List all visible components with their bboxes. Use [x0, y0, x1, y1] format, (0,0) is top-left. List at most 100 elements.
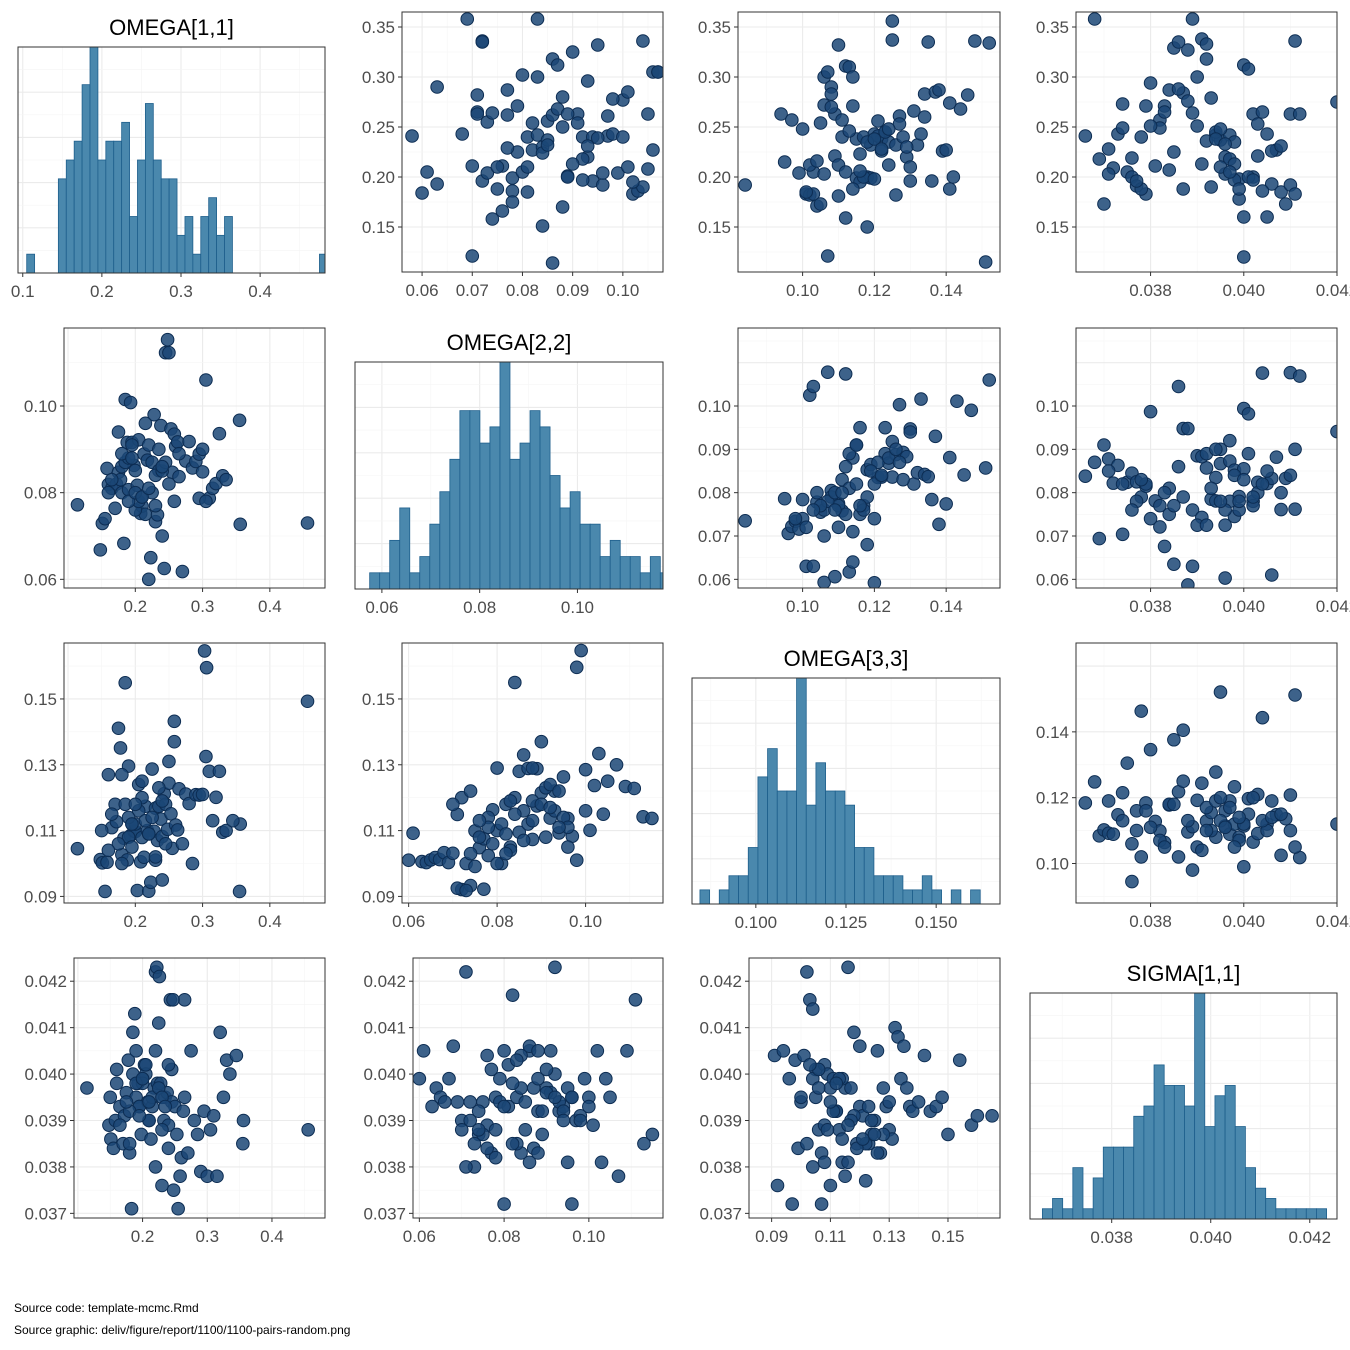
x-tick-label: 0.100 [735, 913, 778, 932]
scatter-point [831, 189, 846, 203]
histogram-bar [129, 216, 138, 273]
scatter-point [1171, 82, 1186, 96]
scatter-point [236, 1113, 251, 1128]
scatter-point [1157, 539, 1172, 554]
scatter-point [170, 823, 185, 837]
scatter-point [907, 104, 921, 118]
histogram-bar [208, 197, 218, 273]
scatter-point [177, 1090, 192, 1105]
panel-plot-area [74, 958, 325, 1218]
x-tick-label: 0.2 [131, 1227, 155, 1246]
x-tick-label: 0.08 [488, 1227, 521, 1246]
scatter-point [860, 537, 875, 552]
scatter-point [555, 200, 570, 214]
scatter-point [942, 96, 957, 110]
scatter-point [928, 429, 943, 444]
scatter-point [125, 438, 139, 452]
scatter-point [637, 1136, 651, 1151]
scatter-point [970, 1109, 985, 1123]
scatter-point [841, 960, 855, 975]
y-tick-label: 0.35 [1036, 18, 1069, 37]
panel-border [737, 327, 1001, 589]
scatter-point [838, 211, 853, 225]
scatter-point [985, 1109, 999, 1123]
histogram-bar [1204, 1126, 1216, 1219]
scatter-point [1246, 790, 1260, 805]
scatter-point [785, 113, 799, 127]
histogram-bar [489, 426, 501, 589]
scatter-point [932, 517, 946, 532]
histogram-bar [529, 410, 541, 589]
scatter-point [855, 1132, 870, 1146]
histogram-bar [459, 410, 471, 589]
scatter-point [813, 197, 828, 211]
scatter-point [770, 1178, 785, 1193]
panel-background [749, 958, 1000, 1218]
scatter-point [586, 1118, 600, 1132]
scatter-point [555, 120, 570, 134]
scatter-point [939, 143, 953, 157]
scatter-point [531, 1071, 545, 1086]
scatter-point [1232, 494, 1246, 509]
scatter-point [1232, 182, 1246, 196]
scatter-point [148, 1160, 163, 1174]
scatter-point [137, 850, 151, 865]
scatter-point [917, 1048, 932, 1063]
scatter-point [499, 827, 513, 841]
scatter-point [216, 1090, 231, 1105]
y-tick-label: 0.039 [24, 1112, 67, 1131]
scatter-point [406, 826, 420, 841]
scatter-point [481, 848, 496, 863]
scatter-point [587, 778, 602, 793]
scatter-point [897, 1039, 911, 1054]
y-tick-label: 0.20 [1036, 168, 1069, 187]
scatter-point [810, 485, 824, 500]
scatter-point [497, 1099, 511, 1114]
scatter-point [820, 1122, 835, 1137]
panel-scatter-omega22-omega11: 0.06 0.08 0.10 0.2 0.3 0.4 [24, 327, 326, 616]
histogram-bar [449, 458, 461, 589]
panel-plot-area [1076, 643, 1337, 903]
histogram-bar [105, 140, 115, 273]
scatter-point [103, 1090, 118, 1105]
histogram-bar [1163, 1085, 1175, 1219]
scatter-point [219, 823, 233, 838]
scatter-point [1274, 485, 1288, 500]
histogram-bar [559, 507, 571, 589]
scatter-point [645, 811, 659, 826]
histogram-bar [786, 790, 797, 904]
scatter-point [577, 1071, 592, 1086]
scatter-point [485, 106, 500, 120]
histogram-bar [854, 847, 865, 904]
y-tick-label: 0.041 [363, 1019, 406, 1038]
scatter-point [166, 992, 180, 1007]
y-tick-label: 0.10 [698, 397, 731, 416]
panel-border [1075, 642, 1338, 904]
x-tick-label: 0.06 [403, 1227, 436, 1246]
scatter-point [1274, 139, 1288, 153]
scatter-point [152, 442, 166, 457]
scatter-point [446, 846, 460, 861]
y-tick-label: 0.07 [1036, 527, 1069, 546]
scatter-point [964, 403, 979, 418]
scatter-point [942, 182, 957, 196]
scatter-point [535, 1104, 550, 1119]
scatter-point [151, 1016, 166, 1030]
scatter-point [195, 465, 210, 479]
panel-plot-area [738, 12, 1000, 272]
histogram-bar [81, 84, 91, 273]
scatter-point [820, 249, 835, 263]
y-tick-label: 0.20 [362, 168, 395, 187]
y-tick-label: 0.15 [362, 218, 395, 237]
scatter-point [209, 790, 223, 805]
scatter-point [1115, 813, 1130, 828]
scatter-point [828, 503, 842, 517]
scatter-point [175, 836, 190, 851]
x-tick-label: 0.2 [123, 597, 147, 616]
histogram-bar [1133, 1115, 1145, 1219]
histogram-bar [767, 748, 778, 904]
scatter-point [138, 416, 153, 431]
scatter-point [531, 1146, 545, 1160]
y-tick-label: 0.25 [698, 118, 731, 137]
histogram-bar [912, 889, 923, 904]
